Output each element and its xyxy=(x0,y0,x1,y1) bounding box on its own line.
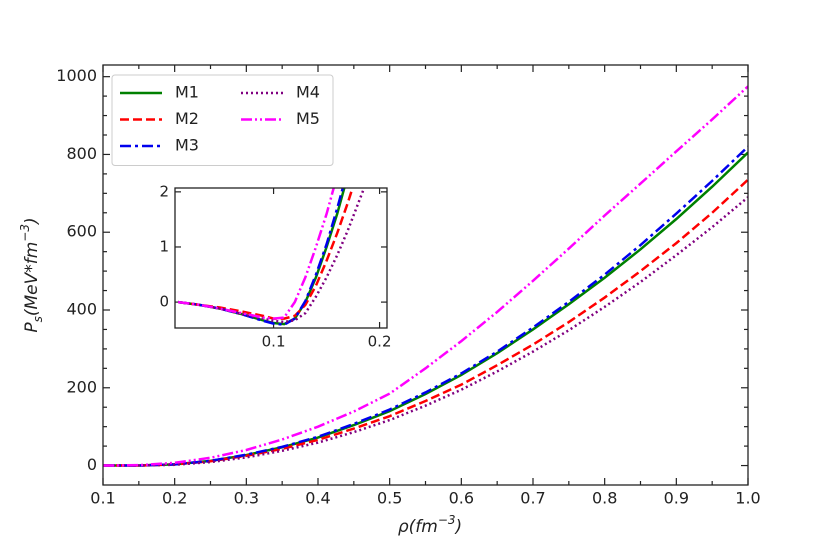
x-tick-label: 0.1 xyxy=(90,489,115,508)
x-tick-label: 1.0 xyxy=(735,489,760,508)
x-axis-label: ρ(fm−3) xyxy=(398,513,462,538)
x-tick-label: 0.7 xyxy=(520,489,545,508)
y-tick-label: 1 xyxy=(159,237,169,255)
y-tick-label: 2 xyxy=(159,182,169,200)
series-line xyxy=(103,85,748,467)
y-label-sub: s xyxy=(31,316,45,322)
x-tick-label: 0.4 xyxy=(305,489,330,508)
axes-frame xyxy=(102,64,749,486)
y-tick-label: 400 xyxy=(66,300,97,319)
legend-label: M1 xyxy=(175,83,199,102)
y-tick-label: 800 xyxy=(66,144,97,163)
x-label-part: ρ(fm xyxy=(398,517,438,537)
series-line xyxy=(103,145,748,467)
y-axis-label: Ps(MeV*fm−3) xyxy=(18,217,45,332)
y-tick-label: 0 xyxy=(87,455,97,474)
series-line xyxy=(178,188,354,320)
y-tick-label: 1000 xyxy=(56,66,97,85)
legend-label: M3 xyxy=(175,136,199,155)
x-tick-label: 0.5 xyxy=(377,489,402,508)
x-label-part: ) xyxy=(454,517,463,537)
y-tick-label: 600 xyxy=(66,222,97,241)
y-label-part: P xyxy=(22,322,42,333)
y-label-part: ) xyxy=(22,217,42,226)
x-label-sup: −3 xyxy=(438,513,456,527)
legend-label: M4 xyxy=(296,83,320,102)
legend-label: M5 xyxy=(296,109,320,128)
x-tick-label: 0.2 xyxy=(162,489,187,508)
series-line xyxy=(103,196,748,467)
x-tick-label: 0.6 xyxy=(449,489,474,508)
series-line xyxy=(103,178,748,467)
y-label-part: (MeV*fm xyxy=(22,242,42,316)
legend-box xyxy=(111,74,334,166)
x-tick-label: 0.9 xyxy=(664,489,689,508)
x-tick-label: 0.1 xyxy=(262,333,286,351)
plot-area xyxy=(175,188,387,328)
x-tick-label: 0.8 xyxy=(592,489,617,508)
legend-label: M2 xyxy=(175,109,199,128)
y-tick-label: 200 xyxy=(66,377,97,396)
x-tick-label: 0.2 xyxy=(368,333,392,351)
series-line xyxy=(178,188,335,320)
y-tick-label: 0 xyxy=(159,293,169,311)
x-tick-label: 0.3 xyxy=(234,489,259,508)
axes-frame xyxy=(174,187,388,329)
y-label-sup: −3 xyxy=(18,224,32,242)
